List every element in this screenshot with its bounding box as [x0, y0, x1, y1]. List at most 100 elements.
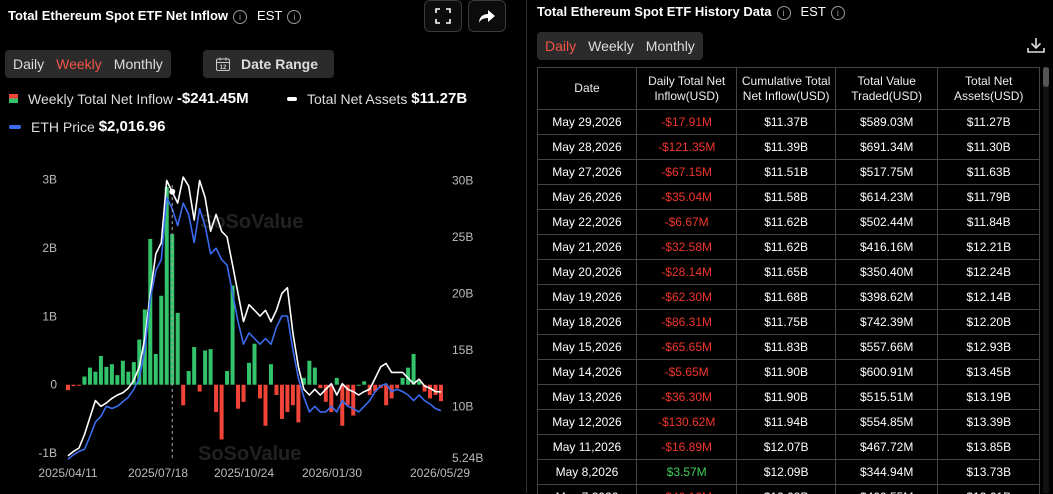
table-row[interactable]: May 28,2026-$121.35M$11.39B$691.34M$11.3… [538, 135, 1040, 160]
cell-daily-inflow: -$86.31M [636, 310, 736, 335]
column-header-net-assets[interactable]: Total Net Assets(USD) [938, 68, 1040, 110]
inflow-bar[interactable] [395, 385, 399, 388]
inflow-bar[interactable] [318, 385, 322, 388]
tab-weekly[interactable]: Weekly [582, 32, 640, 60]
inflow-bar[interactable] [181, 385, 185, 406]
inflow-bar[interactable] [280, 385, 284, 419]
table-scrollbar-thumb[interactable] [1043, 67, 1049, 87]
inflow-bar[interactable] [110, 364, 114, 385]
tab-weekly[interactable]: Weekly [50, 50, 108, 78]
inflow-bar[interactable] [258, 385, 262, 399]
table-scrollbar[interactable] [1043, 67, 1049, 493]
table-row[interactable]: May 14,2026-$5.65M$11.90B$600.91M$13.45B [538, 360, 1040, 385]
inflow-bar[interactable] [220, 385, 224, 440]
cell-daily-inflow: -$32.58M [636, 235, 736, 260]
table-row[interactable]: May 26,2026-$35.04M$11.58B$614.23M$11.79… [538, 185, 1040, 210]
fullscreen-button[interactable] [424, 0, 462, 32]
info-icon[interactable]: i [831, 6, 845, 20]
cell-date: May 14,2026 [538, 360, 636, 385]
inflow-bar[interactable] [274, 385, 278, 395]
column-header-daily-inflow[interactable]: Daily Total Net Inflow(USD) [636, 68, 736, 110]
table-row[interactable]: May 19,2026-$62.30M$11.68B$398.62M$12.14… [538, 285, 1040, 310]
table-row[interactable]: May 29,2026-$17.91M$11.37B$589.03M$11.27… [538, 110, 1040, 135]
inflow-bar[interactable] [154, 354, 158, 385]
inflow-bar[interactable] [170, 234, 174, 385]
inflow-bar[interactable] [412, 354, 416, 385]
inflow-bar[interactable] [313, 368, 317, 385]
inflow-bar[interactable] [253, 344, 257, 385]
inflow-bar[interactable] [296, 385, 300, 423]
inflow-bar[interactable] [121, 361, 125, 385]
inflow-bar[interactable] [198, 385, 202, 392]
tab-daily[interactable]: Daily [7, 50, 50, 78]
eth-price-line[interactable] [68, 197, 441, 459]
inflow-bar[interactable] [93, 372, 97, 385]
cell-daily-inflow: -$16.89M [636, 435, 736, 460]
tab-daily[interactable]: Daily [539, 32, 582, 60]
inflow-bar[interactable] [401, 378, 405, 385]
inflow-bar[interactable] [439, 385, 443, 401]
info-icon[interactable]: i [287, 10, 301, 24]
table-row[interactable]: May 11,2026-$16.89M$12.07B$467.72M$13.85… [538, 435, 1040, 460]
info-icon[interactable]: i [233, 10, 247, 24]
table-row[interactable]: May 8,2026$3.57M$12.09B$344.94M$13.73B [538, 460, 1040, 485]
inflow-bar[interactable] [247, 363, 251, 385]
inflow-bar[interactable] [159, 296, 163, 385]
download-button[interactable] [1026, 36, 1046, 59]
inflow-bar[interactable] [115, 375, 119, 385]
inflow-bar[interactable] [88, 368, 92, 385]
inflow-bar[interactable] [307, 361, 311, 385]
history-table[interactable]: Date Daily Total Net Inflow(USD) Cumulat… [537, 67, 1040, 494]
tab-monthly[interactable]: Monthly [640, 32, 701, 60]
column-header-cumulative-inflow[interactable]: Cumulative Total Net Inflow(USD) [737, 68, 836, 110]
table-row[interactable]: May 27,2026-$67.15M$11.51B$517.75M$11.63… [538, 160, 1040, 185]
cell-net-assets: $13.45B [938, 360, 1040, 385]
inflow-bar[interactable] [77, 385, 81, 386]
table-row[interactable]: May 15,2026-$65.65M$11.83B$557.66M$12.93… [538, 335, 1040, 360]
column-header-date[interactable]: Date [538, 68, 636, 110]
inflow-bar[interactable] [384, 385, 388, 406]
inflow-bar[interactable] [291, 385, 295, 406]
inflow-bar[interactable] [71, 385, 75, 386]
table-row[interactable]: May 21,2026-$32.58M$11.62B$416.16M$12.21… [538, 235, 1040, 260]
table-row[interactable]: May 22,2026-$6.67M$11.62B$502.44M$11.84B [538, 210, 1040, 235]
inflow-bar[interactable] [351, 385, 355, 416]
table-row[interactable]: May 12,2026-$130.62M$11.94B$554.85M$13.3… [538, 410, 1040, 435]
inflow-bar[interactable] [126, 372, 130, 385]
table-row[interactable]: May 18,2026-$86.31M$11.75B$742.39M$12.20… [538, 310, 1040, 335]
table-row[interactable]: May 13,2026-$36.30M$11.90B$515.51M$13.19… [538, 385, 1040, 410]
inflow-bar[interactable] [66, 385, 70, 390]
share-button[interactable] [468, 0, 506, 32]
inflow-bar[interactable] [99, 356, 103, 385]
inflow-bar[interactable] [82, 377, 86, 385]
inflow-bar[interactable] [428, 385, 432, 399]
cell-daily-inflow: -$62.30M [636, 285, 736, 310]
inflow-bar[interactable] [176, 313, 180, 385]
inflow-bar[interactable] [203, 351, 207, 385]
inflow-bar[interactable] [362, 381, 366, 384]
x-axis-tick: 2026/01/30 [302, 466, 362, 480]
cell-cumulative-inflow: $11.62B [737, 210, 836, 235]
right-axis-tick: 30B [452, 174, 473, 188]
inflow-bar[interactable] [285, 385, 289, 412]
cell-value-traded: $416.16M [835, 235, 938, 260]
inflow-bar[interactable] [357, 385, 361, 386]
inflow-bar[interactable] [225, 371, 229, 385]
inflow-bar[interactable] [269, 364, 273, 385]
inflow-bar[interactable] [242, 385, 246, 402]
inflow-bar[interactable] [236, 385, 240, 409]
info-icon[interactable]: i [777, 6, 791, 20]
legend-assets-value: $11.27B [411, 90, 467, 107]
inflow-bar[interactable] [263, 385, 267, 426]
inflow-bar[interactable] [209, 349, 213, 385]
column-header-value-traded[interactable]: Total Value Traded(USD) [835, 68, 938, 110]
tab-monthly[interactable]: Monthly [108, 50, 169, 78]
date-range-button[interactable]: 12 Date Range [203, 50, 334, 78]
inflow-bar[interactable] [192, 347, 196, 385]
inflow-bar[interactable] [214, 385, 218, 412]
table-row[interactable]: May 20,2026-$28.14M$11.65B$350.40M$12.24… [538, 260, 1040, 285]
inflow-bar[interactable] [187, 371, 191, 385]
inflow-bar[interactable] [104, 367, 108, 385]
inflow-bar[interactable] [335, 378, 339, 385]
